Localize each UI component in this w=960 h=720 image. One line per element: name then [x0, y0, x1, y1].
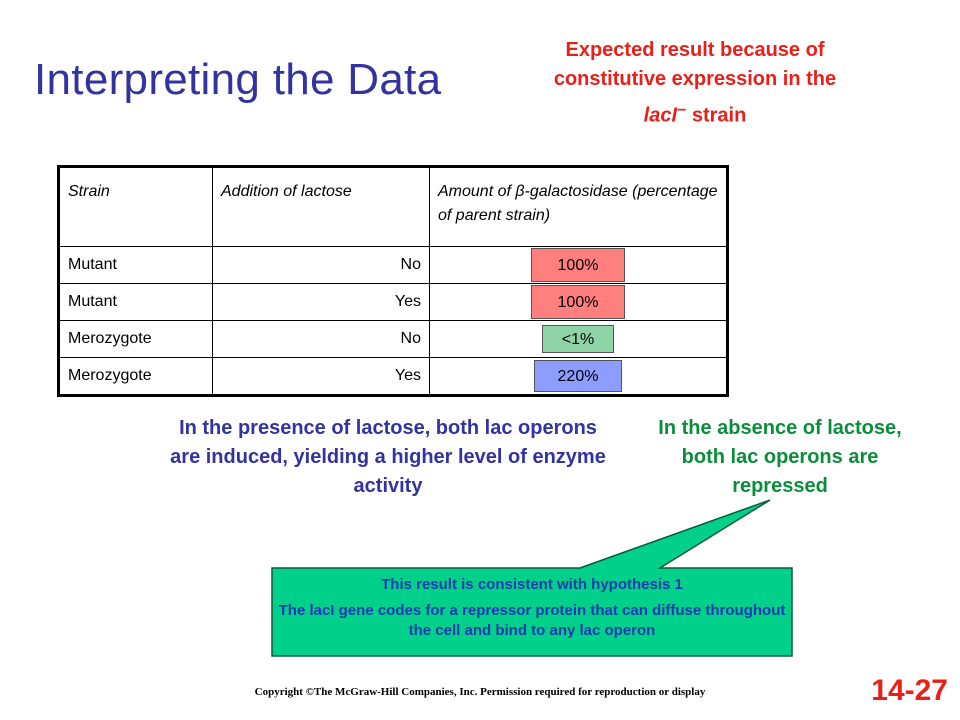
cell-strain: Mutant [58, 283, 213, 321]
expected-result-note: Expected result because of constitutive … [500, 36, 890, 131]
expected-line-1: Expected result because of [565, 39, 825, 61]
header-amount: Amount of β-galactosidase (percentage of… [429, 166, 728, 247]
cell-strain: Merozygote [58, 320, 213, 358]
cell-amount: <1% [429, 320, 728, 358]
cell-lactose: Yes [212, 357, 430, 396]
callout-bubble [271, 499, 793, 657]
page-title: Interpreting the Data [34, 55, 442, 104]
cell-lactose: No [212, 320, 430, 358]
table-row: Merozygote Yes 220% [58, 357, 728, 396]
laci-gene-label: lacI [643, 104, 678, 127]
absence-note: In the absence of lactose, both lac oper… [658, 417, 902, 497]
cell-amount: 100% [429, 283, 728, 321]
expected-line-3: lacI– strain [500, 94, 890, 131]
hypothesis-callout: This result is consistent with hypothesi… [272, 568, 792, 656]
amount-badge: 100% [531, 248, 625, 282]
cell-amount: 220% [429, 357, 728, 396]
cell-strain: Mutant [58, 246, 213, 284]
header-lactose: Addition of lactose [212, 166, 430, 247]
amount-badge: 220% [534, 360, 622, 392]
copyright-text: Copyright ©The McGraw-Hill Companies, In… [254, 686, 706, 698]
table-row: Merozygote No <1% [58, 320, 728, 358]
amount-badge: <1% [542, 325, 614, 353]
table-header-row: Strain Addition of lactose Amount of β-g… [58, 166, 728, 247]
expected-line-2: constitutive expression in the [553, 68, 837, 90]
callout-line-2: The lacI gene codes for a repressor prot… [278, 602, 786, 639]
callout-line-1: This result is consistent with hypothesi… [381, 576, 683, 593]
amount-badge: 100% [531, 285, 625, 319]
presence-note: In the presence of lactose, both lac ope… [170, 417, 606, 497]
header-strain: Strain [58, 166, 213, 247]
expected-tail: strain [686, 104, 747, 127]
slide-number: 14-27 [871, 674, 948, 707]
cell-amount: 100% [429, 246, 728, 284]
cell-strain: Merozygote [58, 357, 213, 396]
laci-minus-sup: – [677, 99, 687, 118]
results-table: Strain Addition of lactose Amount of β-g… [57, 165, 729, 397]
